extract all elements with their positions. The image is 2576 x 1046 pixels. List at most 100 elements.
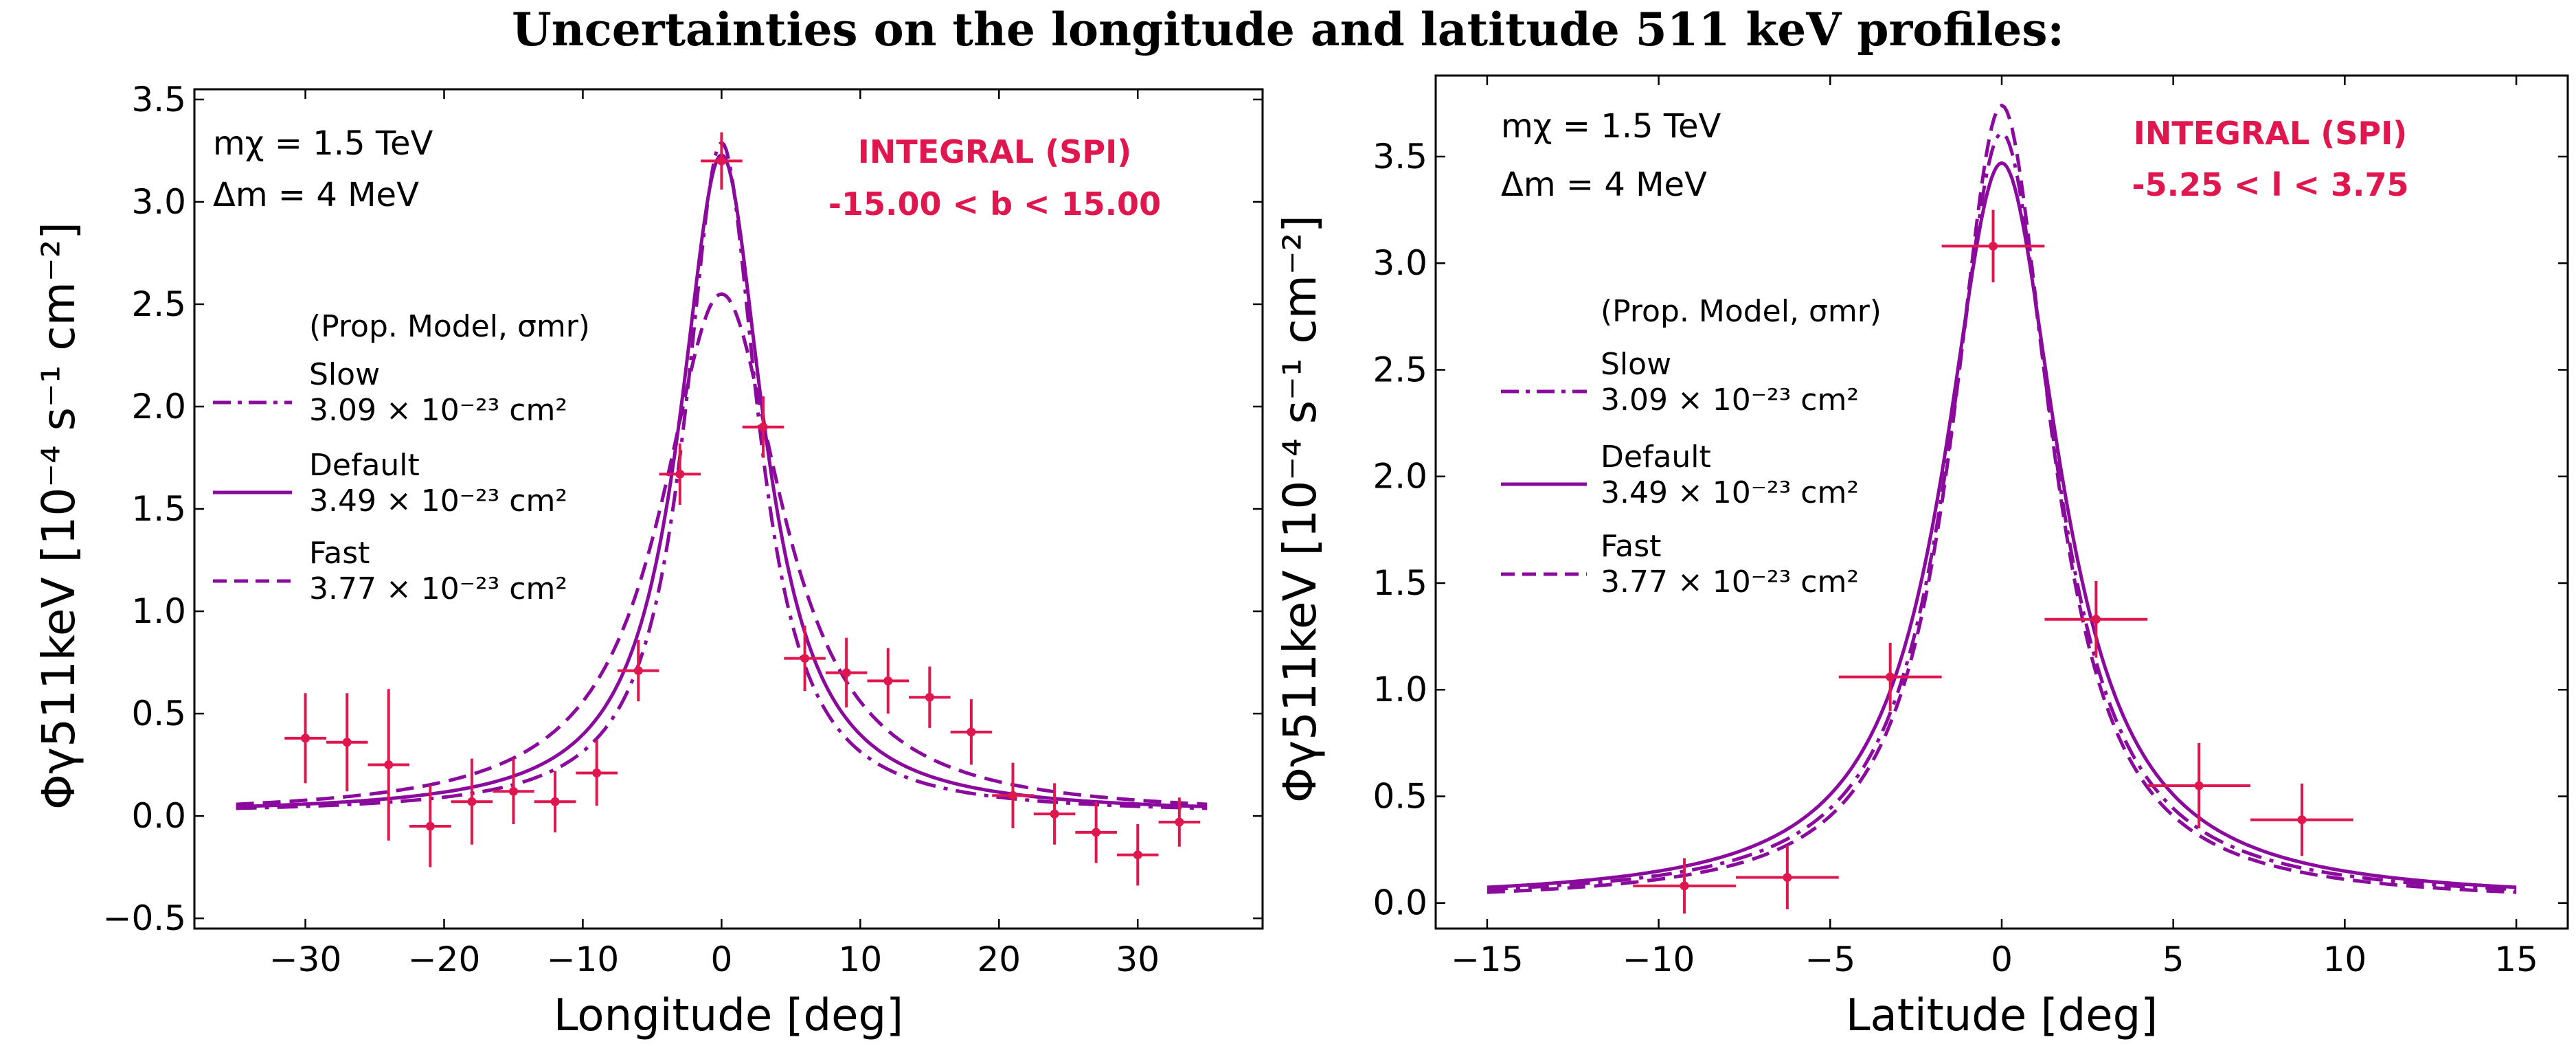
y-tick-label: 1.5 — [1372, 563, 1427, 603]
data-marker — [925, 692, 934, 702]
y-tick-label: 2.0 — [1372, 457, 1427, 497]
data-point — [867, 648, 909, 714]
x-tick-label: 5 — [2162, 940, 2184, 979]
data-marker — [550, 797, 560, 806]
data-point — [2044, 580, 2148, 658]
y-tick-label: 1.0 — [1372, 670, 1427, 709]
mass-annotation: mχ = 1.5 TeV — [1501, 107, 1721, 146]
latitude-panel: −15 −10 −5 0 5 10 15 0.0 0.5 1.0 1.5 2.0 2.5 3.0 3.5 La… — [1274, 74, 2569, 1041]
data-point — [1633, 858, 1736, 914]
data-marker — [508, 786, 518, 796]
data-marker — [1783, 872, 1792, 882]
data-point — [576, 740, 618, 806]
y-tick-label: 0.0 — [131, 796, 186, 836]
model-curves — [1487, 103, 2517, 894]
data-marker — [384, 760, 394, 770]
data-marker — [1175, 817, 1184, 827]
x-axis-label: Latitude [deg] — [1846, 990, 2158, 1041]
x-tick-label: 20 — [977, 940, 1021, 979]
y-tick-label: 0.0 — [1372, 883, 1427, 923]
y-tick-label: 2.0 — [131, 387, 186, 427]
data-point — [2147, 742, 2251, 829]
data-point — [1116, 823, 1159, 886]
data-point — [284, 693, 326, 784]
data-point — [368, 689, 410, 841]
data-point — [701, 132, 743, 190]
data-marker — [1133, 850, 1142, 860]
instrument-range: -15.00 < b < 15.00 — [828, 185, 1161, 223]
data-point — [992, 762, 1034, 828]
x-tick-label: 10 — [839, 940, 883, 979]
data-marker — [883, 676, 893, 685]
model-curve-default — [1487, 161, 2517, 889]
legend-title: (Prop. Model, σmr) — [309, 309, 590, 344]
y-tick-label: 2.5 — [1372, 350, 1427, 389]
x-tick-label: 0 — [710, 940, 732, 979]
data-marker — [1989, 241, 1998, 251]
model-curve-fast — [1487, 103, 2517, 894]
data-point — [617, 639, 659, 702]
y-tick-label: −0.5 — [103, 898, 186, 938]
data-marker — [633, 666, 643, 675]
legend-value-slow: 3.09 × 10⁻²³ cm² — [309, 393, 567, 428]
legend-name-default: Default — [309, 448, 420, 483]
legend-value-default: 3.49 × 10⁻²³ cm² — [1601, 475, 1859, 510]
mass-annotation: mχ = 1.5 TeV — [213, 124, 433, 163]
data-marker — [425, 821, 435, 831]
x-tick-label: −5 — [1805, 940, 1855, 979]
legend-value-fast: 3.77 × 10⁻²³ cm² — [1601, 565, 1859, 600]
x-tick-label: 15 — [2494, 940, 2538, 979]
legend-name-slow: Slow — [1601, 347, 1671, 382]
legend-name-default: Default — [1601, 440, 1711, 475]
data-point — [1838, 642, 1942, 712]
data-point — [950, 699, 993, 765]
data-marker — [1680, 881, 1689, 891]
data-point — [409, 785, 451, 867]
y-tick-label: 3.0 — [131, 182, 186, 222]
data-marker — [758, 422, 768, 432]
y-tick-label: 2.5 — [131, 284, 186, 324]
y-tick-label: 3.5 — [1372, 137, 1427, 177]
data-point — [742, 396, 784, 458]
data-marker — [967, 727, 976, 737]
data-marker — [1008, 791, 1017, 800]
legend-value-slow: 3.09 × 10⁻²³ cm² — [1601, 383, 1859, 418]
data-marker — [592, 768, 602, 777]
data-points — [1633, 209, 2353, 914]
data-marker — [2194, 781, 2204, 791]
legend-name-fast: Fast — [309, 536, 370, 571]
data-point — [451, 758, 493, 845]
x-axis-label: Longitude [deg] — [554, 990, 903, 1041]
instrument-label: INTEGRAL (SPI) — [858, 133, 1132, 170]
x-tick-label: −10 — [547, 940, 620, 979]
data-marker — [342, 738, 352, 747]
data-point — [326, 693, 368, 792]
instrument-label: INTEGRAL (SPI) — [2134, 115, 2408, 152]
x-tick-label: 10 — [2323, 940, 2367, 979]
figure-title: Uncertainties on the longitude and latit… — [512, 3, 2064, 56]
mass-split-annotation: Δm = 4 MeV — [1501, 166, 1707, 204]
legend-title: (Prop. Model, σmr) — [1601, 294, 1882, 329]
legend-value-default: 3.49 × 10⁻²³ cm² — [309, 484, 567, 519]
x-tick-label: 30 — [1116, 940, 1160, 979]
instrument-range: -5.25 < l < 3.75 — [2132, 166, 2409, 203]
x-tick-label: −20 — [408, 940, 481, 979]
x-tick-label: −15 — [1451, 940, 1524, 979]
data-point — [1075, 801, 1117, 863]
data-point — [659, 443, 701, 505]
data-point — [909, 666, 951, 728]
data-marker — [2091, 615, 2101, 624]
data-marker — [2297, 815, 2307, 825]
data-marker — [675, 469, 685, 479]
x-tick-label: −30 — [269, 940, 342, 979]
data-marker — [800, 654, 810, 663]
data-point — [784, 625, 826, 692]
longitude-panel: −30 −20 −10 0 10 20 30 −0.5 0.0 0.5 1.0 1.5 2.0 2.5 3.… — [32, 80, 1264, 1041]
data-marker — [467, 797, 477, 806]
model-curve-slow — [1487, 130, 2517, 891]
data-marker — [301, 734, 310, 743]
legend-name-fast: Fast — [1601, 529, 1661, 564]
